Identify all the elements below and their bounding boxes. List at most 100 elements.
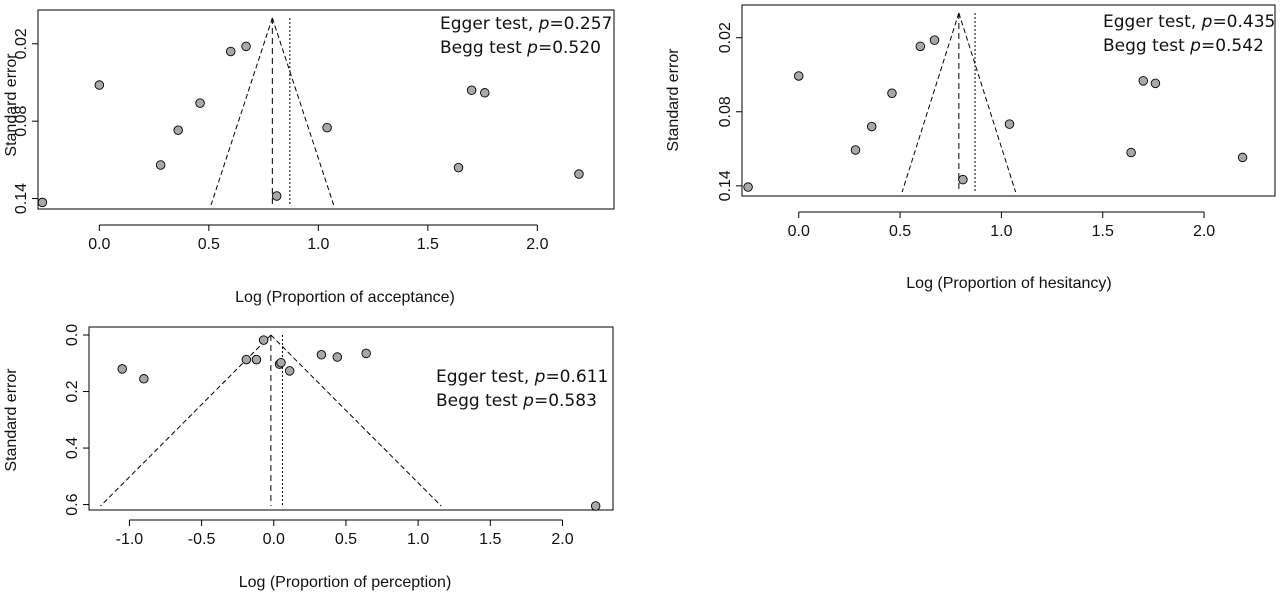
egger-test-label: Egger test, p=0.257 xyxy=(440,14,612,34)
study-point xyxy=(1150,78,1161,89)
x-tick-label: 0.5 xyxy=(889,223,911,240)
x-tick-label: 2.0 xyxy=(1193,223,1215,240)
study-point xyxy=(225,46,236,57)
study-point xyxy=(251,354,262,365)
study-point xyxy=(887,88,897,98)
x-tick-label: 1.5 xyxy=(417,236,439,253)
y-tick-label: 0.02 xyxy=(13,28,30,59)
egger-p-symbol: p xyxy=(1201,12,1213,32)
funnel-right-boundary xyxy=(271,17,335,206)
x-tick-label: 1.0 xyxy=(990,223,1012,240)
funnel-right-boundary xyxy=(270,334,442,507)
x-tick-label: -0.5 xyxy=(188,531,216,548)
study-point xyxy=(276,357,286,368)
study-point xyxy=(466,85,477,95)
study-point xyxy=(332,352,343,362)
study-point xyxy=(241,354,252,365)
x-tick-label: 0.5 xyxy=(335,531,357,548)
x-tick-label: 0.0 xyxy=(788,223,810,240)
study-point xyxy=(866,121,877,132)
y-tick-label: 0.08 xyxy=(13,106,30,137)
egger-test-prefix: Egger test, xyxy=(436,367,535,387)
study-point xyxy=(361,348,371,359)
study-point xyxy=(173,125,183,135)
begg-test-prefix: Begg test xyxy=(436,391,523,411)
study-point xyxy=(195,98,205,108)
study-point xyxy=(1126,147,1136,158)
x-tick-label: 1.0 xyxy=(407,531,429,548)
egger-test-label: Egger test, p=0.611 xyxy=(436,367,608,387)
x-axis-label: Log (Proportion of acceptance) xyxy=(235,289,455,306)
study-point xyxy=(1004,119,1015,129)
study-point xyxy=(94,80,105,90)
begg-p-value: =0.520 xyxy=(538,38,601,58)
begg-test-prefix: Begg test xyxy=(440,38,527,58)
x-tick-label: 1.5 xyxy=(1092,223,1114,240)
study-point xyxy=(241,41,251,52)
egger-test-prefix: Egger test, xyxy=(440,14,539,34)
study-point xyxy=(929,35,940,45)
begg-p-symbol: p xyxy=(526,38,538,58)
plot-frame xyxy=(741,4,1276,197)
x-axis-label: Log (Proportion of hesitancy) xyxy=(906,275,1111,292)
funnel-plot-2: 0.0 0.5 1.0 1.5 2.0 0.02 0.08 0.14 Egger test, p… xyxy=(665,4,1276,292)
y-tick-label: 0.02 xyxy=(717,22,734,53)
begg-p-value: =0.542 xyxy=(1201,36,1264,56)
study-point xyxy=(453,162,464,173)
study-point xyxy=(37,197,48,208)
study-point xyxy=(284,366,295,376)
begg-p-value: =0.583 xyxy=(534,391,597,411)
egger-p-value: =0.611 xyxy=(545,367,608,387)
x-tick-label: -1.0 xyxy=(116,531,144,548)
study-point xyxy=(480,88,490,98)
x-tick-label: 1.0 xyxy=(307,236,329,253)
funnel-left-boundary xyxy=(210,17,273,206)
study-point xyxy=(316,350,327,360)
funnel-plot-1: 0.0 0.5 1.0 1.5 2.0 0.02 0.08 0.14 Egger test, p… xyxy=(3,9,615,306)
y-tick-label: 0.08 xyxy=(717,96,734,127)
study-point xyxy=(915,41,926,52)
egger-p-symbol: p xyxy=(534,367,546,387)
y-tick-label: 0.0 xyxy=(64,324,81,346)
x-tick-label: 0.0 xyxy=(88,236,110,253)
study-point xyxy=(793,71,804,81)
begg-test-label: Begg test p=0.542 xyxy=(1103,36,1264,56)
study-point xyxy=(958,174,968,185)
study-point xyxy=(271,191,282,201)
y-tick-label: 0.14 xyxy=(13,183,30,214)
begg-test-label: Begg test p=0.583 xyxy=(436,391,597,411)
y-tick-label: 0.14 xyxy=(717,170,734,201)
y-axis-label: Standard error xyxy=(3,368,20,472)
funnel-plot-3: -1.0 -0.5 0.0 0.5 1.0 1.5 2.0 0.0 0.2 0.4 0.6 Egger… xyxy=(3,324,614,591)
egger-p-value: =0.257 xyxy=(549,14,612,34)
plot-frame xyxy=(88,326,614,511)
x-tick-label: 2.0 xyxy=(526,236,548,253)
x-axis-label: Log (Proportion of perception) xyxy=(239,574,452,591)
egger-test-label: Egger test, p=0.435 xyxy=(1103,12,1275,32)
egger-p-value: =0.435 xyxy=(1212,12,1275,32)
x-tick-label: 0.5 xyxy=(198,236,220,253)
x-tick-label: 1.5 xyxy=(479,531,501,548)
y-axis-label: Standard error xyxy=(3,53,20,157)
funnel-right-boundary xyxy=(958,12,1017,193)
egger-test-prefix: Egger test, xyxy=(1103,12,1202,32)
study-point xyxy=(743,182,753,192)
y-axis-label: Standard error xyxy=(665,48,682,152)
x-tick-label: 2.0 xyxy=(551,531,573,548)
study-point xyxy=(1138,76,1149,86)
egger-p-symbol: p xyxy=(538,14,550,34)
study-point xyxy=(139,374,149,384)
funnel-left-boundary xyxy=(100,334,272,507)
study-point xyxy=(117,364,127,374)
begg-p-symbol: p xyxy=(1189,36,1201,56)
y-tick-label: 0.6 xyxy=(64,493,81,515)
study-point xyxy=(850,145,861,155)
begg-p-symbol: p xyxy=(522,391,534,411)
study-point xyxy=(1237,152,1248,163)
begg-test-prefix: Begg test xyxy=(1103,36,1190,56)
study-point xyxy=(574,169,584,179)
begg-test-label: Begg test p=0.520 xyxy=(440,38,601,58)
study-point xyxy=(155,160,166,170)
y-tick-label: 0.4 xyxy=(64,437,81,459)
